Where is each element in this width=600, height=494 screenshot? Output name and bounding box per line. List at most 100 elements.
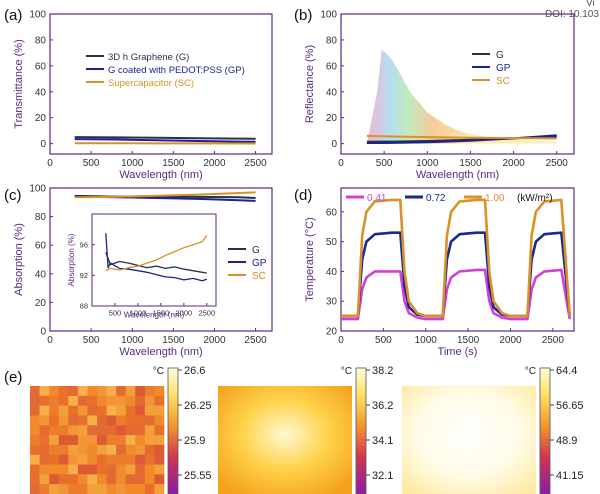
- panel-d-xtick-label: 2000: [499, 335, 522, 346]
- heatmap-1-cell: [135, 444, 146, 456]
- panel-a-ytick-label: 20: [35, 113, 47, 124]
- panel-c-ylabel: Absorption (%): [13, 223, 25, 296]
- heatmap-1-cell: [58, 386, 69, 397]
- panel-b-legend-label: GP: [496, 63, 511, 74]
- panel-a-panel-label: (a): [4, 7, 22, 24]
- panel-c-panel-label: (c): [4, 187, 22, 204]
- panel-d-axes: 0 500 1000 1500 2000 2500 20 30 40 50 60 Time (s) Te…: [304, 187, 575, 358]
- heatmap-1-cell: [97, 444, 107, 456]
- heatmap-1-cell: [68, 395, 79, 406]
- panel-c-xtick-label: 0: [47, 335, 53, 346]
- heatmap-1-cell: [58, 395, 69, 406]
- panel-c-ytick-label: 40: [35, 269, 47, 280]
- heatmap-1-cell: [97, 464, 107, 475]
- heatmap-1-cell: [125, 395, 136, 406]
- heatmap-1-cell: [97, 425, 107, 436]
- panel-d-legend: 0.41 0.72 1.00 (kW/m²): [346, 193, 553, 204]
- heatmap-1-cell: [58, 425, 69, 436]
- panel-a-ytick-label: 40: [35, 87, 47, 98]
- heatmap-1-cell: [154, 395, 165, 406]
- colorbar-3-tick-label: 64.4: [556, 365, 577, 377]
- panel-c-xtick-label: 2500: [244, 335, 267, 346]
- panel-c-inset-ytick-label: 96: [80, 240, 88, 249]
- panel-c-inset-ylabel: Absorption (%): [67, 233, 76, 286]
- heatmap-1-cell: [68, 435, 79, 446]
- heatmap-1-cell: [125, 386, 136, 397]
- panel-d-xtick-label: 0: [338, 335, 344, 346]
- heatmap-1-cell: [125, 444, 136, 456]
- heatmap-1-cell: [39, 415, 50, 426]
- heatmap-1-cell: [49, 484, 60, 494]
- panel-a-ylabel: Transmittance (%): [13, 39, 25, 128]
- heatmap-1-cell: [49, 464, 60, 475]
- colorbar-3-tick-label: 48.9: [556, 435, 577, 447]
- panel-a-ytick-label: 60: [35, 61, 47, 72]
- heatmap-1-cell: [144, 425, 155, 436]
- colorbar-1-tick-label: 26.25: [184, 400, 212, 412]
- panel-b-ytick-label: 100: [320, 10, 337, 21]
- panel-c-inset-bg: [92, 214, 216, 306]
- panel-b-ytick-label: 40: [326, 87, 338, 98]
- heatmap-1-cell: [135, 425, 146, 436]
- heatmap-1-cell: [87, 484, 98, 494]
- panel-a-xtick-label: 500: [83, 158, 100, 169]
- heatmap-1-cell: [154, 386, 165, 397]
- panel-d-xtick-label: 1500: [457, 335, 480, 346]
- panel-c-legend: G GP SC: [228, 245, 267, 282]
- panel-d-panel-label: (d): [294, 187, 312, 204]
- panel-d-frame: [340, 187, 575, 332]
- panel-c-inset-xlabel: Wavelength (nm): [124, 311, 185, 320]
- heatmap-1-cell: [30, 454, 40, 465]
- heatmap-1-cell: [87, 474, 98, 485]
- heatmap-1-cell: [87, 395, 98, 406]
- heatmap-1-cell: [106, 474, 117, 485]
- heatmap-1-cell: [106, 425, 117, 436]
- heatmap-1-cell: [68, 484, 79, 494]
- colorbar-2-tick-label: 32.1: [372, 470, 393, 482]
- heatmap-1-cell: [154, 484, 165, 494]
- panel-c-frame: [49, 187, 273, 332]
- panel-c-legend-label: G: [252, 245, 260, 256]
- panel-a-xtick-label: 1500: [162, 158, 185, 169]
- heatmap-1-cell: [106, 386, 117, 397]
- panel-a-series-g-coated-with-pedot-pss-gp-: [74, 138, 256, 143]
- panel-d-ytick-label: 20: [326, 327, 338, 338]
- heatmap-1-cell: [58, 415, 69, 426]
- heatmap-1-cell: [39, 474, 50, 485]
- heatmap-1: °C 26.6 26.25 25.9 25.55: [30, 365, 212, 494]
- heatmap-1-cell: [87, 444, 98, 456]
- heatmap-1-cell: [49, 405, 60, 416]
- heatmap-1-cell: [68, 415, 79, 426]
- panel-a-axes: 0 500 1000 1500 2000 2500 0 20 40 60 80 100 Waveleng…: [13, 10, 273, 181]
- heatmap-1-cell: [68, 454, 79, 465]
- heatmap-1-cell: [125, 435, 136, 446]
- panel-a-xtick-label: 0: [47, 158, 53, 169]
- heatmap-1-cell: [135, 415, 146, 426]
- heatmap-1-cell: [125, 454, 136, 465]
- heatmap-1-cell: [135, 474, 146, 485]
- colorbar-1: [167, 367, 179, 494]
- heatmap-1-cell: [39, 425, 50, 436]
- heatmap-1-cell: [125, 464, 136, 475]
- heatmap-1-cell: [106, 454, 117, 465]
- heatmap-1-cell: [58, 435, 69, 446]
- panel-b-ylabel: Reflectance (%): [304, 45, 316, 123]
- panel-b-legend-label: SC: [496, 76, 510, 87]
- heatmap-1-cell: [144, 464, 155, 475]
- heatmap-1-cell: [58, 454, 69, 465]
- heatmap-1-cell: [97, 395, 107, 406]
- heatmap-2-field: [218, 386, 352, 494]
- heatmap-1-cell: [135, 454, 146, 465]
- panel-a-ytick-label: 0: [40, 139, 46, 150]
- colorbar-3: [539, 367, 551, 494]
- panel-d-ylabel: Temperature (°C): [304, 217, 316, 301]
- panel-c-inset-xtick-label: 2500: [198, 309, 215, 318]
- colorbar-1-tick-label: 25.9: [184, 435, 205, 447]
- panel-a-legend-label: G coated with PEDOT:PSS (GP): [108, 65, 245, 76]
- panel-d-series-0-41: [341, 268, 572, 321]
- panel-a-legend-label: 3D h Graphene (G): [108, 52, 189, 63]
- panel-c-ytick-label: 60: [35, 241, 47, 252]
- panel-a-legend: 3D h Graphene (G) G coated with PEDOT:PSS…: [86, 52, 245, 89]
- colorbar-2-unit: °C: [341, 366, 352, 377]
- heatmap-1-cell: [116, 474, 127, 485]
